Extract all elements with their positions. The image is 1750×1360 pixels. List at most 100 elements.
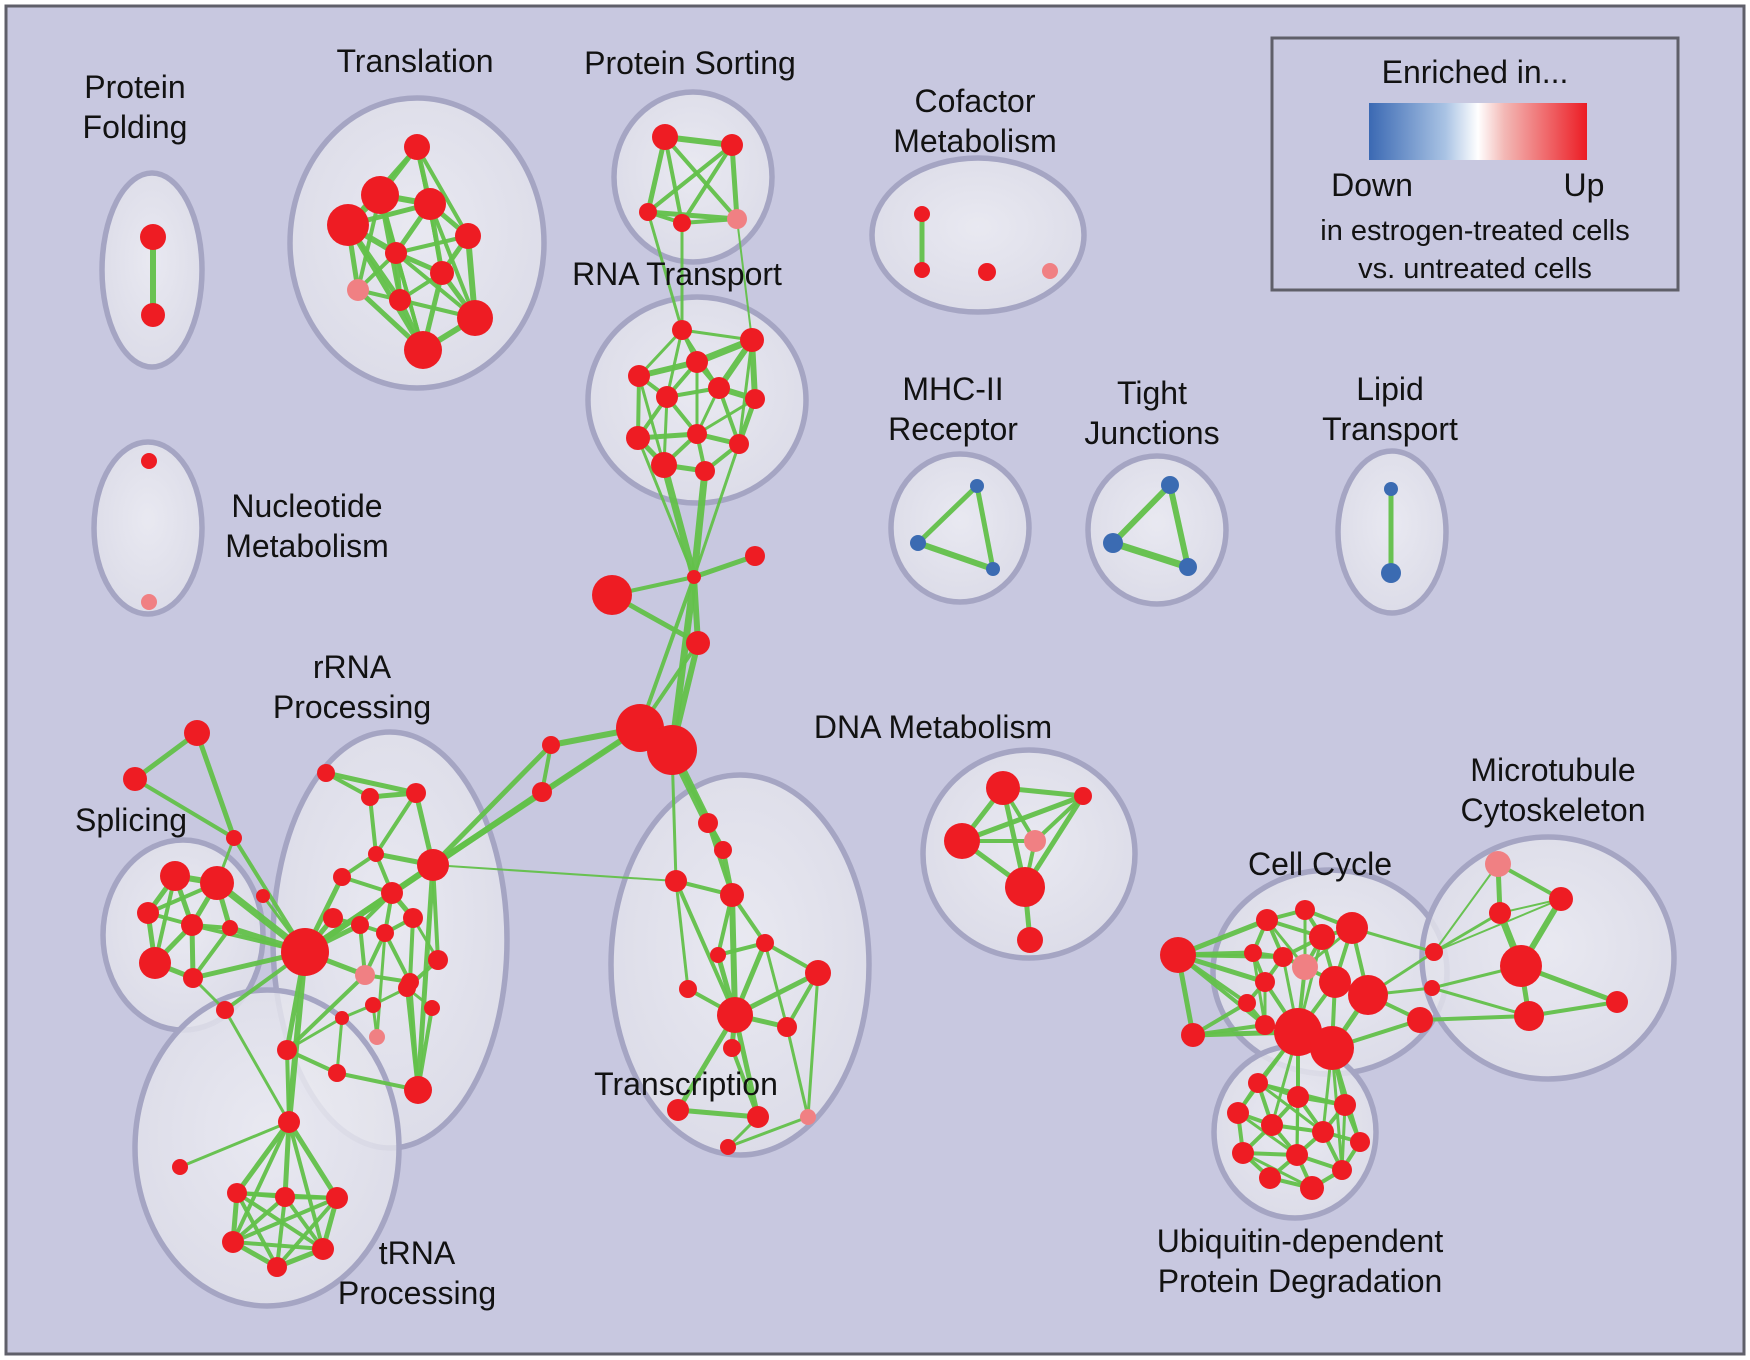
edge-S0-S3: [663, 135, 684, 225]
node-Z3: [275, 1187, 295, 1207]
edge-E1-E13: [1191, 1023, 1267, 1037]
edge-Q10-Q18: [375, 931, 387, 1039]
cluster-label-microtubule-cytoskeleton-line2: Cytoskeleton: [1461, 792, 1646, 828]
node-Z7: [267, 1257, 287, 1277]
cluster-label-rna-transport: RNA Transport: [572, 256, 782, 292]
node-T7: [347, 279, 369, 301]
edge-P7-Z0: [223, 1008, 291, 1124]
legend-title: Enriched in...: [1382, 54, 1569, 90]
node-E17: [1407, 1007, 1433, 1033]
node-X6: [805, 960, 831, 986]
edge-J0-W1: [638, 575, 696, 730]
edge-Q10-Q12: [383, 931, 412, 984]
node-Z4: [326, 1187, 348, 1209]
cluster-ellipse-cofactor-metabolism: [869, 155, 1087, 315]
edge-S2-S4: [645, 209, 740, 222]
node-Q13: [281, 928, 329, 976]
edge-R1-R9: [737, 338, 754, 446]
cluster-label-splicing: Splicing: [75, 802, 187, 838]
legend-down-label: Down: [1331, 167, 1413, 203]
node-X12: [747, 1106, 769, 1128]
node-V0: [686, 631, 710, 655]
edge-Q15-Q23: [285, 1016, 344, 1052]
node-B10: [1259, 1167, 1281, 1189]
node-E12: [1238, 994, 1256, 1012]
edge-M1-M2: [915, 540, 996, 572]
node-W2: [647, 725, 697, 775]
node-R1: [740, 328, 764, 352]
edge-G1-G2: [1109, 539, 1192, 571]
node-M0: [970, 479, 984, 493]
node-X9: [777, 1017, 797, 1037]
node-R4: [708, 377, 730, 399]
node-T4: [455, 223, 481, 249]
node-J1: [745, 546, 765, 566]
cluster-label-protein-sorting: Protein Sorting: [584, 45, 796, 81]
node-Q22: [365, 997, 381, 1013]
node-T3: [327, 204, 369, 246]
cluster-label-rrna-processing-line2: Processing: [273, 689, 431, 725]
node-PF0: [140, 224, 166, 250]
node-G1: [1103, 533, 1123, 553]
edge-F1-F2: [133, 777, 236, 840]
node-G0: [1161, 476, 1179, 494]
node-C2: [978, 263, 996, 281]
cluster-label-transcription: Transcription: [594, 1066, 778, 1102]
node-W0: [592, 575, 632, 615]
node-P0: [160, 861, 190, 891]
edge-Z0-Z1: [178, 1120, 291, 1169]
node-E19: [1424, 980, 1440, 996]
edge-X13-X14: [726, 1115, 810, 1149]
node-K0: [542, 736, 560, 754]
node-B2: [1334, 1094, 1356, 1116]
node-Q17: [404, 1076, 432, 1104]
legend-box: [1270, 36, 1680, 292]
node-Q20: [424, 1000, 440, 1016]
edge-X9-X13: [785, 1025, 810, 1119]
cluster-label-ubiquitin-degradation-line2: Protein Degradation: [1158, 1263, 1443, 1299]
legend: Enriched in... Down Up in estrogen-treat…: [1270, 36, 1680, 292]
node-T2: [414, 188, 446, 220]
edge-E0-E13: [1176, 953, 1267, 1027]
node-Q4: [333, 868, 351, 886]
node-B3: [1227, 1102, 1249, 1124]
edge-Z5-Z6: [231, 1240, 325, 1251]
node-Q2: [406, 783, 426, 803]
node-U5: [1606, 991, 1628, 1013]
node-Z5: [222, 1231, 244, 1253]
node-E1: [1181, 1023, 1205, 1047]
node-S3: [673, 214, 691, 232]
node-D0: [986, 771, 1020, 805]
node-Q10: [376, 924, 394, 942]
edge-S1-S3: [680, 143, 734, 225]
node-Q9: [351, 916, 369, 934]
node-R5: [656, 386, 678, 408]
edge-G0-G1: [1110, 482, 1173, 546]
edge-Z3-Z5: [231, 1195, 287, 1244]
node-C0: [914, 206, 930, 222]
node-X7: [679, 980, 697, 998]
node-T1: [361, 176, 399, 214]
node-S4: [727, 209, 747, 229]
node-R2: [628, 365, 650, 387]
legend-caption-line1: in estrogen-treated cells: [1320, 215, 1630, 247]
node-B8: [1350, 1132, 1370, 1152]
node-T5: [385, 242, 407, 264]
edge-Q15-Z0: [285, 1048, 291, 1124]
node-Q0: [317, 764, 335, 782]
edge-P4-P6: [191, 926, 232, 980]
edge-U2-E18: [1432, 911, 1502, 954]
node-P4: [222, 920, 238, 936]
node-E6: [1244, 944, 1262, 962]
edge-Q17-Q21: [405, 986, 420, 1092]
cluster-label-mhc-ii-receptor-line1: MHC-II: [902, 371, 1003, 407]
edge-R0-R5: [665, 328, 684, 399]
edge-J0-J1: [691, 553, 758, 580]
edge-Q0-Q2: [323, 770, 419, 796]
node-B5: [1312, 1121, 1334, 1143]
node-Q8: [323, 908, 343, 928]
node-X13: [800, 1109, 816, 1125]
edge-Q7-Q12: [408, 916, 415, 984]
edge-G0-G2: [1167, 482, 1191, 570]
